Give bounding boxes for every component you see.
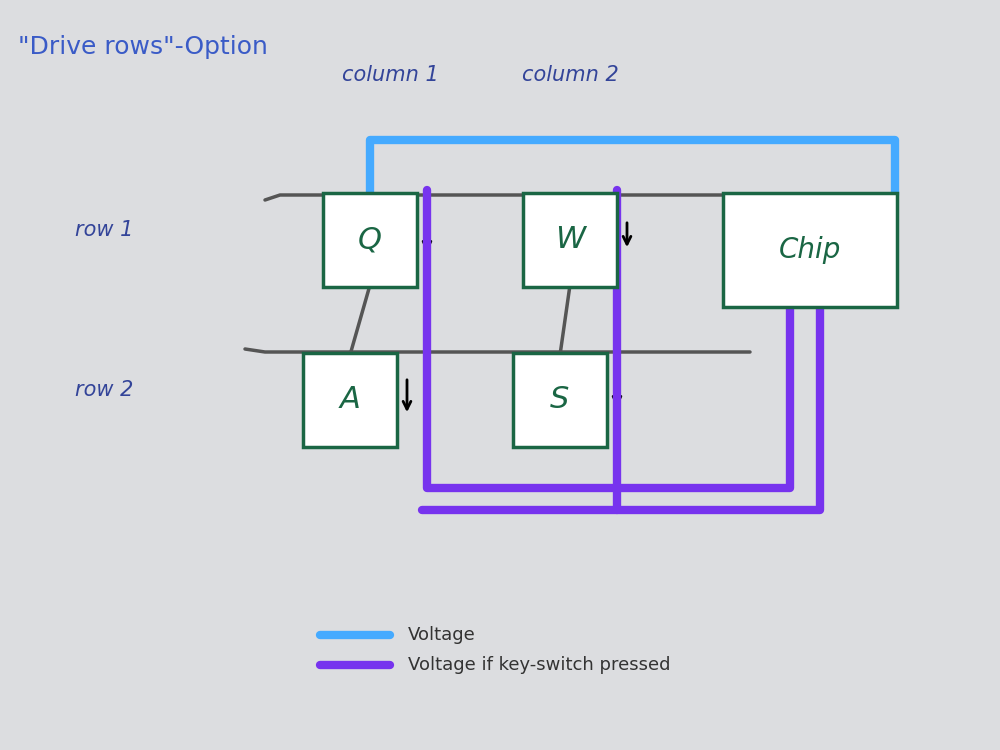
Text: Chip: Chip <box>779 236 841 264</box>
FancyBboxPatch shape <box>523 193 617 287</box>
FancyBboxPatch shape <box>303 353 397 447</box>
Text: Q: Q <box>358 226 382 254</box>
Text: W: W <box>555 226 585 254</box>
Text: Voltage: Voltage <box>408 626 476 644</box>
Text: row 1: row 1 <box>75 220 133 240</box>
Text: Voltage if key-switch pressed: Voltage if key-switch pressed <box>408 656 670 674</box>
FancyBboxPatch shape <box>323 193 417 287</box>
Text: column 2: column 2 <box>522 65 618 85</box>
FancyBboxPatch shape <box>513 353 607 447</box>
Text: S: S <box>550 386 570 415</box>
FancyBboxPatch shape <box>723 193 897 307</box>
Text: A: A <box>340 386 360 415</box>
Text: "Drive rows"-Option: "Drive rows"-Option <box>18 35 268 59</box>
Text: column 1: column 1 <box>342 65 438 85</box>
Text: row 2: row 2 <box>75 380 133 400</box>
